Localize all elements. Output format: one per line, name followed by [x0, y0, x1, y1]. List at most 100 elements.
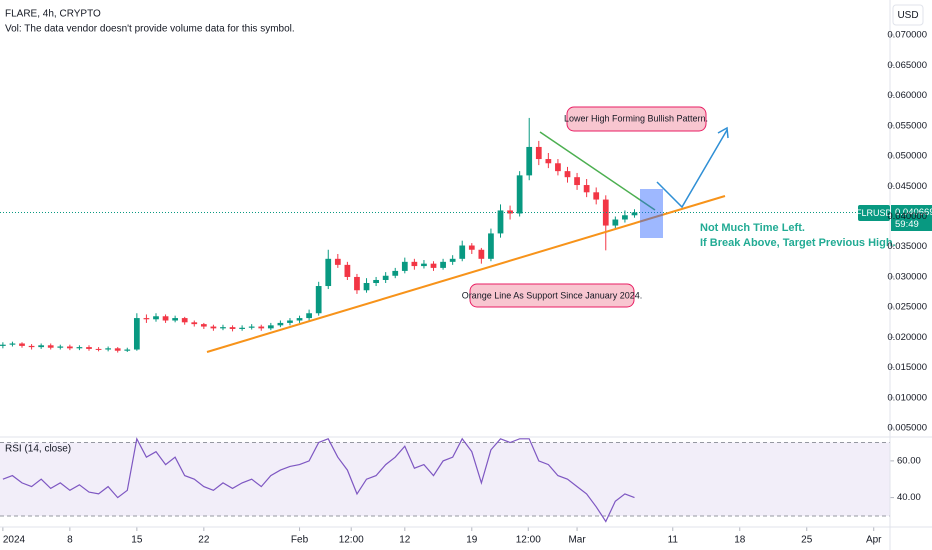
candle-body	[516, 175, 523, 214]
volume-note: Vol: The data vendor doesn't provide vol…	[5, 24, 295, 35]
x-tick-label: 22	[198, 535, 210, 546]
candle-body	[95, 348, 102, 350]
x-tick-label: Feb	[291, 535, 309, 546]
y-tick-label: 0.070000	[887, 30, 927, 41]
resistance-trendline	[539, 131, 656, 211]
candle-body	[430, 263, 437, 268]
candle-body	[296, 318, 303, 321]
candle-body	[382, 275, 389, 280]
x-tick-label: 12	[399, 535, 411, 546]
candle-body	[287, 320, 293, 323]
y-tick-label: 60.00	[897, 455, 921, 466]
x-tick-label: 2024	[3, 535, 26, 546]
candle-body	[602, 199, 609, 226]
candle-body	[66, 346, 73, 349]
candle-body	[105, 348, 112, 350]
candle-body	[277, 322, 284, 326]
support-trendline	[206, 195, 726, 353]
currency-label: USD	[897, 10, 918, 21]
x-tick-label: Apr	[866, 535, 882, 546]
note-text: If Break Above, Target Previous High.	[700, 237, 896, 249]
y-tick-label: 0.065000	[887, 60, 927, 71]
candle-body	[210, 326, 217, 329]
candle-body	[200, 324, 207, 327]
candle-body	[47, 345, 54, 348]
candle-body	[478, 249, 485, 259]
candle-body	[555, 163, 561, 172]
candle-body	[114, 348, 121, 351]
candle-body	[574, 177, 580, 186]
candle-body	[306, 313, 312, 319]
candle-body	[124, 349, 131, 351]
last-price: 0.040669	[895, 207, 932, 218]
plot-layer	[0, 34, 894, 531]
candle-body	[411, 261, 418, 267]
candle-body	[564, 171, 571, 178]
x-tick-label: 25	[801, 535, 813, 546]
candle-body	[334, 258, 341, 265]
candle-body	[373, 279, 379, 284]
candle-body	[86, 347, 92, 349]
last-price-tag	[891, 205, 932, 231]
y-tick-label: 0.040000	[887, 211, 927, 222]
candle-body	[344, 264, 351, 277]
callout-box	[566, 106, 707, 132]
x-tick-label: 8	[67, 535, 73, 546]
candle-body	[354, 276, 360, 291]
y-tick-label: 0.050000	[887, 151, 927, 162]
candle-body	[421, 263, 427, 267]
candle-body	[220, 327, 226, 329]
note-text: Not Much Time Left.	[700, 222, 805, 234]
candle-body	[392, 270, 399, 276]
candle-body	[497, 210, 504, 234]
projection-arrow	[656, 129, 728, 209]
candle-body	[622, 215, 628, 220]
projection-box	[640, 189, 663, 238]
y-tick-label: 0.015000	[887, 362, 927, 373]
candle-body	[28, 345, 35, 348]
candle-body	[593, 192, 600, 200]
callout-box	[469, 283, 635, 308]
countdown: 59:49	[895, 219, 919, 230]
candle-body	[583, 185, 590, 193]
candle-body	[239, 327, 245, 329]
candle-body	[315, 286, 322, 314]
candle-body	[526, 146, 533, 176]
candle-body	[459, 245, 466, 259]
candle-body	[545, 159, 552, 164]
candle-body	[191, 322, 198, 325]
candle-body	[172, 318, 179, 321]
candle-body	[440, 261, 446, 268]
y-tick-label: 0.045000	[887, 181, 927, 192]
rsi-title: RSI (14, close)	[5, 444, 71, 455]
candle-body	[258, 326, 265, 329]
currency-button[interactable]	[892, 4, 924, 26]
candle-body	[153, 316, 159, 320]
candle-body	[57, 346, 64, 348]
candle-body	[19, 343, 25, 346]
x-tick-label: 12:00	[516, 535, 541, 546]
candle-body	[248, 326, 255, 328]
symbol-tag	[858, 205, 890, 221]
x-tick-label: 11	[668, 535, 679, 546]
candle-body	[488, 233, 494, 259]
y-tick-label: 40.00	[897, 492, 921, 503]
x-tick-label: 18	[734, 535, 746, 546]
candle-body	[0, 344, 6, 346]
callout-text: Orange Line As Support Since January 202…	[462, 290, 643, 300]
y-tick-label: 0.025000	[887, 302, 927, 313]
candle-body	[38, 345, 45, 348]
y-tick-label: 0.030000	[887, 271, 927, 282]
candle-body	[363, 283, 370, 291]
y-tick-label: 0.010000	[887, 392, 927, 403]
candle-body	[162, 316, 169, 321]
x-tick-label: 19	[466, 535, 478, 546]
candle-body	[325, 258, 332, 287]
y-tick-label: 0.020000	[887, 332, 927, 343]
y-tick-label: 0.005000	[887, 423, 927, 434]
candle-body	[143, 318, 150, 320]
candle-body	[449, 258, 456, 262]
rsi-line	[2, 436, 635, 523]
x-tick-label: 12:00	[339, 535, 364, 546]
